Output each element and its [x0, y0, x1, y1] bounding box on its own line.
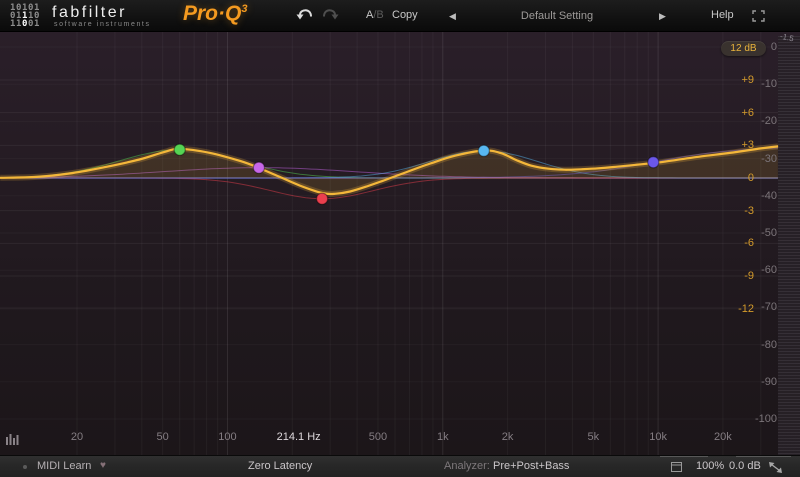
analyzer-scale-label: -40: [761, 189, 777, 202]
gain-scale-icon: [671, 462, 682, 472]
mix-percentage[interactable]: 100%: [696, 460, 725, 472]
analyzer-scale-label: -60: [761, 264, 777, 277]
freq-tick-label: 5k: [587, 431, 600, 443]
preset-selector[interactable]: Default Setting: [520, 10, 594, 22]
gain-range-badge[interactable]: 12 dB: [721, 41, 766, 56]
analyzer-scale-label: -80: [761, 338, 777, 351]
midi-indicator-icon: [23, 465, 27, 469]
freq-tick-label: 500: [368, 431, 388, 443]
eq-band-handle-4[interactable]: [477, 144, 490, 158]
analyzer-scale-label: -100: [754, 413, 777, 425]
help-button[interactable]: Help: [711, 9, 734, 21]
eq-band-handle-1[interactable]: [173, 143, 186, 156]
fabfilter-binary-logo-icon: 10101 01110 11001: [10, 3, 41, 29]
spectrum-bars-icon: [6, 434, 19, 445]
output-gain-value[interactable]: 0.0 dB: [729, 460, 761, 472]
redo-button[interactable]: [322, 8, 339, 26]
ab-a-label: A: [366, 9, 374, 21]
freq-tick-label: 20k: [714, 431, 732, 443]
undo-icon: [296, 9, 312, 20]
status-bar: MIDI Learn ♥ Zero Latency Analyzer: Pre+…: [0, 455, 800, 477]
latency-mode-button[interactable]: Zero Latency: [248, 460, 313, 472]
freq-tick-label: 100: [218, 431, 237, 443]
top-bar: 10101 01110 11001 fabfilter software instr…: [0, 0, 800, 32]
resize-arrows-icon: [769, 462, 782, 473]
analyzer-label: Analyzer:: [444, 460, 490, 472]
gain-scale-label: -9: [744, 270, 754, 283]
freq-tick-label: 2k: [501, 431, 514, 443]
copy-button[interactable]: Copy: [392, 9, 418, 21]
fullscreen-button[interactable]: [752, 10, 765, 25]
gain-scale-label: +9: [741, 73, 754, 86]
band-curve-4: [0, 150, 778, 179]
gain-scale-label: -12: [738, 302, 754, 315]
gain-scale-label: -6: [744, 237, 754, 250]
freq-tick-label: 20: [70, 431, 84, 443]
product-name: Pro·Q: [183, 2, 242, 25]
gain-scale-button[interactable]: [671, 462, 682, 475]
analyzer-scale-label: -10: [761, 78, 777, 91]
midi-learn-button[interactable]: MIDI Learn: [37, 460, 92, 472]
eq-band-handle-3[interactable]: [315, 192, 329, 205]
analyzer-scale-label: -50: [761, 227, 777, 239]
ab-toggle[interactable]: A/B: [366, 9, 384, 21]
analyzer-scale-label: -90: [761, 375, 777, 388]
brand-name: fabfilter: [52, 4, 127, 21]
analyzer-mode-button[interactable]: Pre+Post+Bass: [493, 460, 570, 472]
undo-button[interactable]: [296, 8, 313, 26]
gain-scale-label: +3: [741, 139, 754, 152]
freq-tick-label: 10k: [649, 431, 667, 443]
product-logo: Pro·Q3: [183, 2, 247, 26]
gain-scale-label: -3: [744, 204, 754, 217]
scale-slider[interactable]: [660, 456, 708, 457]
cursor-frequency-readout: 214.1 Hz: [276, 431, 321, 443]
eq-plot: [0, 32, 779, 455]
band-curve-2: [0, 167, 778, 179]
ab-b-label: /B: [373, 9, 384, 21]
output-level-meter: [778, 36, 800, 455]
analyzer-scale-label: -30: [761, 152, 777, 165]
gain-scale-label: 0: [747, 172, 754, 184]
freq-tick-label: 50: [156, 431, 169, 443]
analyzer-scale-label: -20: [761, 115, 777, 128]
eq-display[interactable]: -1.5 12 dB 20 50 100 500 1k 2k 5k 10k 20k 214.1 H…: [0, 32, 800, 455]
redo-icon: [323, 9, 339, 20]
resize-handle[interactable]: [768, 461, 783, 477]
gain-scale-label: +6: [741, 106, 754, 119]
band-curve-3: [0, 177, 778, 200]
prev-preset-button[interactable]: ◀: [449, 11, 456, 21]
next-preset-button[interactable]: ▶: [659, 11, 666, 21]
freq-tick-label: 1k: [436, 431, 449, 443]
brand-tagline: software instruments: [54, 21, 151, 28]
eq-band-handle-5[interactable]: [647, 155, 660, 169]
gain-slider[interactable]: [736, 456, 791, 457]
product-sup: 3: [241, 3, 248, 15]
eq-curve-fill: [0, 146, 778, 195]
fullscreen-icon: [752, 10, 765, 22]
analyzer-toggle-button[interactable]: [6, 432, 21, 450]
eq-band-handle-2[interactable]: [252, 161, 266, 174]
analyzer-scale-label: 0: [770, 41, 777, 53]
analyzer-scale-label: -70: [761, 301, 777, 314]
heart-icon[interactable]: ♥: [100, 460, 106, 471]
